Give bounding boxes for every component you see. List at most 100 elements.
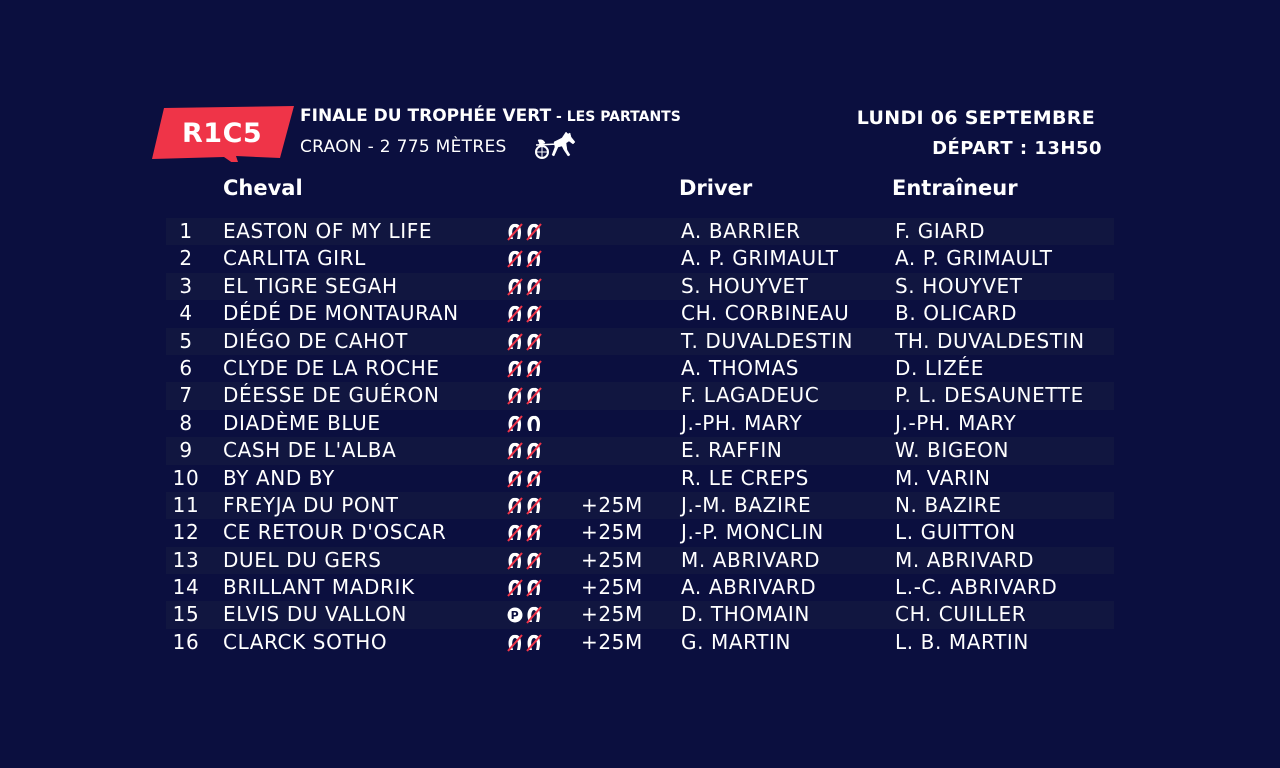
table-row: 3 EL TIGRE SEGAH S. HOUYVET S. HOUYVET: [166, 272, 1114, 301]
runner-number: 9: [179, 438, 193, 463]
horse-name: EL TIGRE SEGAH: [223, 273, 398, 298]
horse-name: DUEL DU GERS: [223, 547, 382, 572]
driver-name: D. THOMAIN: [681, 602, 810, 627]
shoes-both-removed-icon: [507, 332, 542, 351]
driver-name: S. HOUYVET: [681, 273, 809, 298]
trainer-name: TH. DUVALDESTIN: [895, 328, 1085, 353]
badge-shape: [152, 106, 294, 162]
race-code-badge: R1C5: [152, 106, 294, 162]
distance-handicap: +25M: [581, 492, 643, 517]
shoes-both-removed-icon: [507, 223, 542, 241]
shoes-both-removed-icon: [507, 552, 542, 570]
shoes-both-removed-icon: [507, 278, 542, 296]
runner-number: 13: [172, 547, 200, 572]
runner-number: 7: [179, 383, 193, 408]
horse-name: CLYDE DE LA ROCHE: [223, 355, 440, 380]
trainer-name: D. LIZÉE: [895, 355, 984, 380]
driver-name: G. MARTIN: [681, 629, 792, 654]
shoes-both-removed-icon: [507, 250, 542, 269]
table-row: 12 CE RETOUR D'OSCAR +25M J.-P. MONCLIN L. …: [166, 519, 1114, 547]
table-row: 6 CLYDE DE LA ROCHE A. THOMAS D. LIZÉE: [166, 354, 1114, 383]
horse-name: CE RETOUR D'OSCAR: [223, 520, 447, 545]
shoes-both-removed-icon: [507, 442, 542, 460]
runner-number: 12: [172, 520, 200, 545]
shoes-front-removed-icon: [507, 415, 541, 433]
horse-name: BY AND BY: [223, 465, 335, 490]
table-row: 16 CLARCK SOTHO +25M G. MARTIN L. B. MARTIN: [166, 628, 1114, 657]
runner-number: 15: [172, 602, 200, 627]
table-row: 15 ELVIS DU VALLON P +25M D. THOMAIN CH. CU…: [166, 601, 1114, 629]
distance-handicap: +25M: [581, 575, 643, 600]
shoes-plate-removed-icon: P: [507, 606, 542, 625]
distance-handicap: +25M: [581, 547, 643, 572]
trainer-name: S. HOUYVET: [895, 273, 1023, 298]
table-row: 2 CARLITA GIRL A. P. GRIMAULT A. P. GRIMAU…: [166, 245, 1114, 273]
driver-name: J.-M. BAZIRE: [681, 492, 812, 517]
driver-name: R. LE CREPS: [681, 465, 809, 490]
driver-name: M. ABRIVARD: [681, 547, 821, 572]
driver-name: J.-PH. MARY: [681, 410, 803, 435]
horse-name: CARLITA GIRL: [223, 246, 366, 271]
table-row: 8 DIADÈME BLUE J.-PH. MARY J.-PH. MARY: [166, 409, 1114, 438]
trainer-name: CH. CUILLER: [895, 602, 1027, 627]
runner-number: 14: [172, 575, 200, 600]
trainer-name: N. BAZIRE: [895, 492, 1002, 517]
race-code: R1C5: [182, 118, 263, 149]
horse-name: DIADÈME BLUE: [223, 410, 381, 435]
svg-text:P: P: [511, 609, 520, 622]
runner-number: 10: [172, 465, 200, 490]
table-row: 11 FREYJA DU PONT +25M J.-M. BAZIRE N. BAZI…: [166, 491, 1114, 520]
column-header-driver: Driver: [679, 176, 753, 200]
shoes-both-removed-icon: [507, 305, 542, 323]
trainer-name: L. B. MARTIN: [895, 629, 1029, 654]
shoes-both-removed-icon: [507, 387, 542, 406]
trainer-name: J.-PH. MARY: [895, 410, 1017, 435]
race-start-time: DÉPART : 13H50: [932, 138, 1102, 159]
table-row: 4 DÉDÉ DE MONTAURAN CH. CORBINEAU B. OLICA…: [166, 300, 1114, 328]
runner-number: 6: [179, 355, 193, 380]
driver-name: T. DUVALDESTIN: [681, 328, 854, 353]
horse-name: FREYJA DU PONT: [223, 492, 399, 517]
driver-name: F. LAGADEUC: [681, 383, 820, 408]
driver-name: A. P. GRIMAULT: [681, 246, 839, 271]
table-row: 1 EASTON OF MY LIFE A. BARRIER F. GIARD: [166, 218, 1114, 246]
driver-name: E. RAFFIN: [681, 438, 783, 463]
table-row: 10 BY AND BY R. LE CREPS M. VARIN: [166, 464, 1114, 492]
shoes-both-removed-icon: [507, 524, 542, 542]
trainer-name: A. P. GRIMAULT: [895, 246, 1053, 271]
table-row: 9 CASH DE L'ALBA E. RAFFIN W. BIGEON: [166, 437, 1114, 465]
table-row: 13 DUEL DU GERS +25M M. ABRIVARD M. ABRIVAR…: [166, 546, 1114, 575]
driver-name: A. THOMAS: [681, 355, 800, 380]
runner-number: 1: [179, 219, 193, 243]
driver-name: J.-P. MONCLIN: [681, 520, 824, 545]
horse-name: CLARCK SOTHO: [223, 629, 388, 654]
race-date: LUNDI 06 SEPTEMBRE: [856, 107, 1095, 129]
horse-name: BRILLANT MADRIK: [223, 575, 415, 600]
sulky-icon: [535, 131, 576, 159]
runners-table: 1 EASTON OF MY LIFE A. BARRIER F. GIARD 2 CA…: [166, 218, 1114, 657]
driver-name: CH. CORBINEAU: [681, 301, 850, 326]
runner-number: 4: [179, 301, 193, 326]
trainer-name: L.-C. ABRIVARD: [895, 575, 1058, 600]
horse-name: ELVIS DU VALLON: [223, 602, 407, 627]
race-subtitle: - LES PARTANTS: [551, 109, 681, 125]
horse-name: DIÉGO DE CAHOT: [223, 328, 408, 353]
race-place: CRAON - 2 775 MÈTRES: [300, 137, 507, 157]
column-header-entraineur: Entraîneur: [892, 176, 1018, 200]
shoes-both-removed-icon: [507, 360, 542, 378]
horse-name: DÉESSE DE GUÉRON: [223, 383, 440, 408]
shoes-both-removed-icon: [507, 469, 542, 488]
trainer-name: W. BIGEON: [895, 438, 1010, 463]
trainer-name: B. OLICARD: [895, 301, 1018, 326]
horse-name: DÉDÉ DE MONTAURAN: [223, 301, 459, 326]
trainer-name: M. VARIN: [895, 465, 991, 490]
horse-name: CASH DE L'ALBA: [223, 438, 397, 463]
distance-handicap: +25M: [581, 629, 643, 654]
distance-handicap: +25M: [581, 602, 643, 627]
shoes-both-removed-icon: [507, 497, 542, 515]
trainer-name: F. GIARD: [895, 219, 986, 243]
trainer-name: M. ABRIVARD: [895, 547, 1035, 572]
table-row: 7 DÉESSE DE GUÉRON F. LAGADEUC P. L. DESAU…: [166, 382, 1114, 410]
race-title: FINALE DU TROPHÉE VERT - LES PARTANTS: [300, 106, 681, 126]
runner-number: 5: [179, 328, 193, 353]
